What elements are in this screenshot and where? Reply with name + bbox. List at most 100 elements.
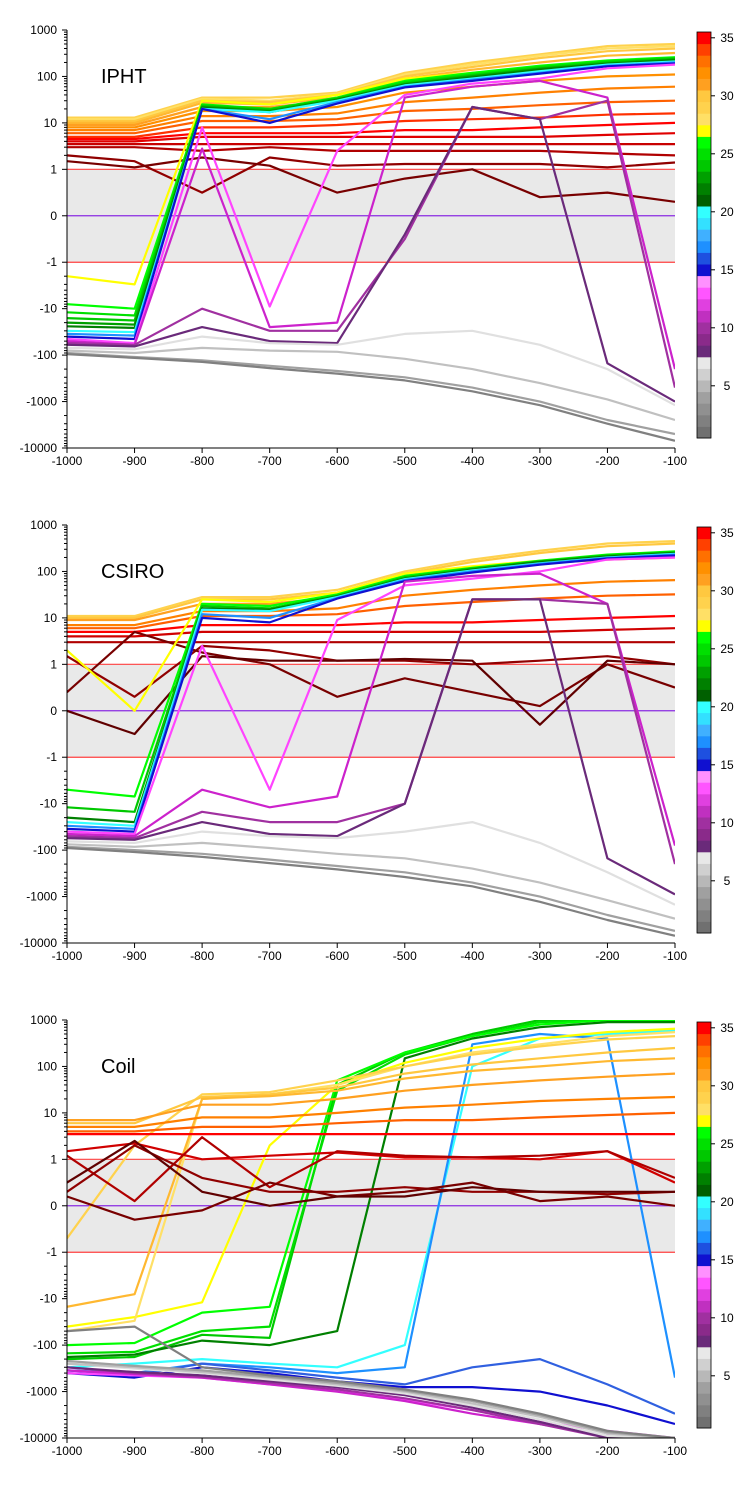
series-line <box>67 1362 675 1438</box>
colorbar-swatch <box>697 1091 711 1104</box>
y-tick-label: 10 <box>44 611 58 625</box>
colorbar-tick-label: 20 <box>720 700 734 714</box>
x-tick-label: -800 <box>190 1444 214 1458</box>
series-line <box>67 105 675 403</box>
colorbar-swatch <box>697 666 711 679</box>
colorbar-swatch <box>697 1068 711 1081</box>
colorbar-swatch <box>697 1022 711 1035</box>
colorbar-swatch <box>697 1381 711 1394</box>
colorbar-swatch <box>697 793 711 806</box>
colorbar-swatch <box>697 1126 711 1139</box>
colorbar-swatch <box>697 1161 711 1174</box>
colorbar-swatch <box>697 1172 711 1185</box>
y-tick-label: 1000 <box>30 518 57 532</box>
x-tick-label: -100 <box>663 454 687 468</box>
x-tick-label: -900 <box>123 949 147 963</box>
series-line <box>67 554 675 833</box>
y-tick-label: -100 <box>33 1338 57 1352</box>
x-tick-label: -500 <box>393 949 417 963</box>
colorbar-swatch <box>697 136 711 149</box>
y-tick-label: -1000 <box>26 395 57 409</box>
y-tick-label: -10000 <box>20 1431 58 1445</box>
colorbar-tick-label: 15 <box>720 263 734 277</box>
series-line <box>67 99 675 135</box>
series-line <box>67 132 675 143</box>
colorbar-tick-label: 10 <box>720 816 734 830</box>
series-line <box>67 1020 675 1347</box>
y-tick-label: 1 <box>50 162 57 176</box>
series-line <box>67 353 675 442</box>
x-tick-label: -200 <box>595 1444 619 1458</box>
x-tick-label: -600 <box>325 949 349 963</box>
colorbar-swatch <box>697 333 711 346</box>
colorbar-tick-label: 25 <box>720 1137 734 1151</box>
colorbar-swatch <box>697 310 711 323</box>
y-tick-label: 100 <box>37 69 57 83</box>
x-tick-label: -100 <box>663 949 687 963</box>
colorbar-swatch <box>697 759 711 772</box>
colorbar-swatch <box>697 356 711 369</box>
x-tick-label: -600 <box>325 1444 349 1458</box>
colorbar-swatch <box>697 1230 711 1243</box>
colorbar-swatch <box>697 414 711 427</box>
colorbar-swatch <box>697 770 711 783</box>
colorbar-swatch <box>697 298 711 311</box>
y-tick-label: -1 <box>46 750 57 764</box>
series-line <box>67 346 675 422</box>
series-line <box>67 1046 675 1125</box>
series-line <box>67 1095 675 1129</box>
series-line <box>67 79 675 370</box>
series-line <box>67 1072 675 1122</box>
colorbar-swatch <box>697 1393 711 1406</box>
colorbar-tick-label: 25 <box>720 642 734 656</box>
y-tick-label: 100 <box>37 1059 57 1073</box>
colorbar: 35 30 25 20 15 10 5 <box>696 31 734 439</box>
series-line <box>67 572 675 846</box>
colorbar-swatch <box>697 66 711 79</box>
colorbar-tick-label: 25 <box>720 147 734 161</box>
colorbar-frame <box>696 31 712 439</box>
y-tick-label: -100 <box>33 843 57 857</box>
x-tick-label: -800 <box>190 454 214 468</box>
series-line <box>67 63 675 345</box>
colorbar-swatch <box>697 527 711 540</box>
colorbar: 35 30 25 20 15 10 5 <box>696 526 734 934</box>
series-line <box>67 1035 675 1239</box>
y-tick-label: -10 <box>40 1292 58 1306</box>
colorbar-swatch <box>697 1033 711 1046</box>
colorbar-swatch <box>697 275 711 288</box>
colorbar-swatch <box>697 921 711 934</box>
x-tick-label: -300 <box>528 949 552 963</box>
colorbar-tick-label: 35 <box>720 1021 734 1035</box>
colorbar-swatch <box>697 1080 711 1093</box>
colorbar-swatch <box>697 875 711 888</box>
colorbar-swatch <box>697 898 711 911</box>
colorbar-swatch <box>697 380 711 393</box>
colorbar-swatch <box>697 252 711 265</box>
colorbar-swatch <box>697 1277 711 1290</box>
y-tick-label: -100 <box>33 348 57 362</box>
colorbar-frame <box>696 1021 712 1429</box>
y-tick-label: 1000 <box>30 23 57 37</box>
colorbar-tick-label: 35 <box>720 526 734 540</box>
y-tick-label: -10000 <box>20 936 58 950</box>
series-line <box>67 627 675 638</box>
series-line <box>67 1325 675 1438</box>
colorbar-swatch <box>697 909 711 922</box>
x-tick-label: -200 <box>595 454 619 468</box>
y-tick-label: 1 <box>50 1152 57 1166</box>
colorbar-swatch <box>697 240 711 253</box>
colorbar-swatch <box>697 701 711 714</box>
colorbar-swatch <box>697 747 711 760</box>
colorbar-swatch <box>697 32 711 45</box>
colorbar-swatch <box>697 1103 711 1116</box>
colorbar-swatch <box>697 735 711 748</box>
colorbar-swatch <box>697 217 711 230</box>
y-tick-label: 0 <box>50 209 57 223</box>
y-tick-label: -1 <box>46 1245 57 1259</box>
x-tick-label: -1000 <box>52 949 83 963</box>
series-group <box>67 540 675 937</box>
colorbar-swatch <box>697 1416 711 1429</box>
y-tick-label: 1000 <box>30 1013 57 1027</box>
